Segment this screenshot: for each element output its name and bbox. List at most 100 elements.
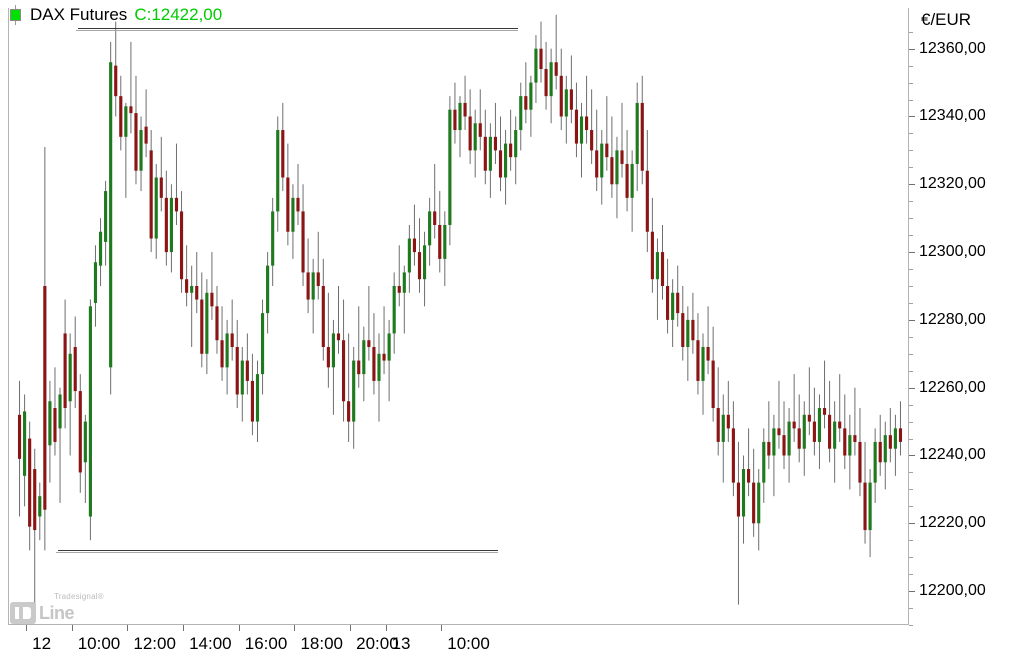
- candle-body-down: [554, 62, 558, 76]
- candle-body-down: [250, 380, 254, 422]
- candle-body-down: [306, 272, 310, 300]
- candle-body-up: [458, 102, 462, 131]
- price-minor-tick: [909, 99, 913, 101]
- time-tick: [26, 625, 28, 631]
- candle-body-up: [564, 89, 568, 117]
- candle-body-up: [428, 211, 432, 246]
- candle-body-up: [387, 333, 391, 361]
- candle-body-up: [422, 245, 427, 280]
- support-line-shadow: [55, 552, 498, 554]
- close-price-label: C:12422,00: [134, 5, 223, 24]
- time-axis[interactable]: 12 10:00 12:00 14:00 16:00 18:00 20:00 13 10:00: [8, 625, 1024, 658]
- candle-body-down: [296, 197, 300, 212]
- candle-body-down: [149, 150, 153, 239]
- candle-body-down: [179, 211, 184, 280]
- candle-body-down: [863, 482, 867, 531]
- candle-body-down: [731, 428, 735, 483]
- price-tick: [909, 116, 915, 118]
- candle-body-down: [367, 340, 371, 348]
- time-tick: [441, 625, 443, 631]
- plot-frame: [8, 8, 908, 625]
- candle-body-up: [271, 211, 275, 266]
- time-tick-label: 12: [32, 634, 52, 653]
- candle-body-down: [119, 96, 123, 137]
- candle-body-down: [610, 157, 614, 185]
- candle-body-down: [235, 347, 239, 395]
- candle-body-up: [579, 116, 584, 144]
- candle-body-up: [260, 313, 265, 375]
- candle-body-down: [417, 252, 422, 280]
- candlestick-series: [17, 14, 903, 605]
- candle-body-down: [438, 224, 442, 259]
- candle-body-up: [600, 143, 604, 178]
- time-tick-label: 10:00: [77, 634, 121, 653]
- price-minor-tick: [909, 404, 913, 406]
- price-tick: [909, 387, 915, 389]
- price-tick: [909, 252, 915, 254]
- candle-body-down: [336, 333, 341, 341]
- candle-body-up: [848, 435, 852, 456]
- candle-body-down: [595, 150, 599, 178]
- price-axis[interactable]: €/EUR 12200,00 12220,00 12240,00 12260,00 12…: [908, 8, 1024, 626]
- candle-body-down: [245, 360, 249, 381]
- candle-body-up: [392, 285, 396, 334]
- time-tick: [238, 625, 240, 631]
- time-tick: [71, 625, 73, 631]
- candle-body-down: [316, 272, 320, 286]
- candlestick-green-icon: [8, 5, 23, 25]
- candle-body-down: [230, 333, 234, 348]
- candle-body-down: [433, 211, 437, 225]
- candle-body-up: [68, 353, 72, 402]
- price-minor-tick: [909, 150, 913, 152]
- candle-body-down: [797, 428, 801, 449]
- candle-body-up: [721, 414, 725, 442]
- time-tick: [350, 625, 352, 631]
- price-tick: [909, 523, 915, 525]
- price-minor-tick: [909, 489, 913, 491]
- candle-body-up: [104, 191, 108, 242]
- candle-body-up: [169, 197, 173, 253]
- candle-body-down: [711, 360, 715, 409]
- candle-body-down: [185, 279, 189, 293]
- price-tick-label: 12320,00: [919, 175, 986, 193]
- price-tick: [909, 184, 915, 186]
- chart-legend[interactable]: DAX Futures C:12422,00: [8, 2, 222, 28]
- time-tick-label: 10:00: [447, 634, 490, 653]
- price-minor-tick: [909, 506, 913, 508]
- candle-body-up: [817, 408, 822, 442]
- candle-body-down: [898, 428, 903, 442]
- resistance-line[interactable]: [77, 28, 519, 30]
- price-minor-tick: [909, 31, 913, 33]
- legend-icon-body: [10, 9, 21, 21]
- price-minor-tick: [909, 353, 913, 355]
- candle-body-up: [377, 353, 381, 381]
- candle-body-up: [291, 197, 295, 232]
- candle-body-down: [159, 177, 163, 198]
- time-tick: [294, 625, 296, 631]
- candle-body-down: [822, 408, 827, 415]
- plot-area[interactable]: [9, 8, 909, 625]
- candle-body-down: [326, 347, 330, 368]
- candle-body-down: [509, 143, 513, 158]
- price-minor-tick: [909, 269, 913, 271]
- candle-body-down: [397, 285, 401, 293]
- candle-body-down: [782, 435, 786, 456]
- candle-body-up: [615, 150, 619, 185]
- candle-body-up: [331, 333, 335, 368]
- candle-body-down: [838, 421, 842, 429]
- support-line[interactable]: [57, 550, 498, 552]
- candle-body-down: [645, 170, 649, 232]
- candle-body-down: [493, 136, 498, 151]
- candle-body-up: [83, 421, 87, 463]
- price-minor-tick: [909, 370, 913, 372]
- candle-body-down: [716, 408, 720, 442]
- candle-body-up: [655, 252, 660, 280]
- price-tick-label: 12240,00: [919, 446, 986, 464]
- candle-body-up: [473, 123, 477, 151]
- candle-body-up: [757, 482, 761, 524]
- candle-body-down: [858, 441, 862, 483]
- candle-body-down: [605, 143, 609, 158]
- candle-body-up: [549, 62, 553, 97]
- candle-body-up: [154, 177, 158, 239]
- candle-body-up: [448, 109, 452, 225]
